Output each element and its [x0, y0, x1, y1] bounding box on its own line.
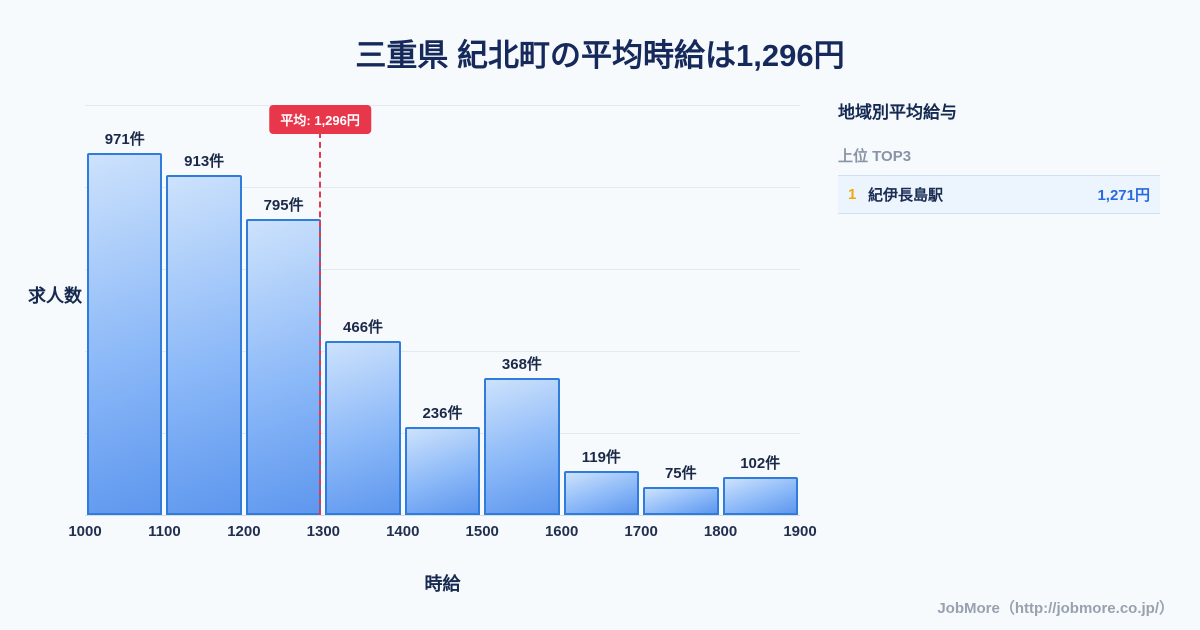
footer-credit: JobMore（http://jobmore.co.jp/） [937, 600, 1174, 617]
bar-slot: 102件 [721, 105, 800, 515]
bar-slot: 795件 [244, 105, 323, 515]
bar-slot: 75件 [641, 105, 720, 515]
bar-slot: 971件 [85, 105, 164, 515]
bar-value-label: 368件 [501, 355, 542, 373]
bar-value-label: 795件 [263, 196, 304, 214]
rank-number: 1 [848, 186, 857, 203]
bar [87, 153, 163, 515]
bar [325, 341, 401, 515]
x-axis-label: 時給 [424, 574, 461, 594]
bar [722, 476, 798, 515]
x-tick-label: 1700 [624, 523, 658, 540]
y-axis-label: 求人数 [28, 286, 82, 306]
bar-slot: 913件 [164, 105, 243, 515]
bar [563, 470, 640, 515]
bar [643, 487, 719, 515]
x-tick-label: 1400 [386, 523, 420, 540]
x-tick-label: 1900 [783, 523, 817, 540]
x-tick-label: 1100 [148, 523, 181, 540]
bar [245, 218, 322, 515]
bar-value-label: 913件 [184, 152, 225, 170]
gridline [85, 105, 800, 106]
x-tick-label: 1300 [306, 523, 341, 540]
plot-area: 971件 913件 795件 466件 236件 368件 119件 75件 102件 平均: … [85, 105, 800, 516]
ranking-list: 1 紀伊長島駅 1,271円 [838, 175, 1160, 214]
x-tick-label: 1800 [703, 523, 738, 540]
gridline [85, 187, 800, 188]
gridline [85, 351, 800, 352]
average-badge: 平均: 1,296円 [269, 105, 371, 134]
bar-value-label: 971件 [104, 131, 145, 149]
bar-slot: 236件 [403, 105, 482, 515]
ranking-panel: 地域別平均給与 上位 TOP3 1 紀伊長島駅 1,271円 [838, 98, 1160, 214]
bar [404, 427, 481, 515]
gridline [85, 515, 800, 516]
gridline [85, 269, 800, 270]
x-tick-label: 1600 [544, 523, 579, 540]
ranking-subtitle: 上位 TOP3 [838, 148, 912, 165]
bar [166, 174, 242, 515]
rank-wage-value: 1,271円 [1097, 187, 1150, 204]
bar-slot: 466件 [323, 105, 402, 515]
ranking-title: 地域別平均給与 [838, 103, 957, 122]
x-axis-ticks: 1000 1100 1200 1300 1400 1500 1600 1700 1800 1900 [68, 523, 816, 543]
x-tick-label: 1200 [227, 523, 261, 540]
x-tick-label: 1000 [68, 523, 102, 540]
bar-value-label: 466件 [343, 319, 384, 337]
x-tick-label: 1500 [465, 523, 499, 540]
bar-slot: 119件 [562, 105, 641, 515]
rank-station-name: 紀伊長島駅 [868, 187, 944, 204]
bar-value-label: 119件 [581, 448, 621, 466]
bar-value-label: 102件 [740, 454, 781, 472]
bar-value-label: 236件 [422, 405, 463, 423]
bar-value-label: 75件 [664, 465, 697, 483]
page-title: 三重県 紀北町の平均時給は1,296円 [355, 38, 845, 73]
bars: 971件 913件 795件 466件 236件 368件 119件 75件 102件 [85, 105, 800, 515]
average-line [319, 132, 322, 515]
ranking-row: 1 紀伊長島駅 1,271円 [838, 175, 1160, 214]
bar [484, 377, 560, 515]
bar-slot: 368件 [482, 105, 561, 515]
